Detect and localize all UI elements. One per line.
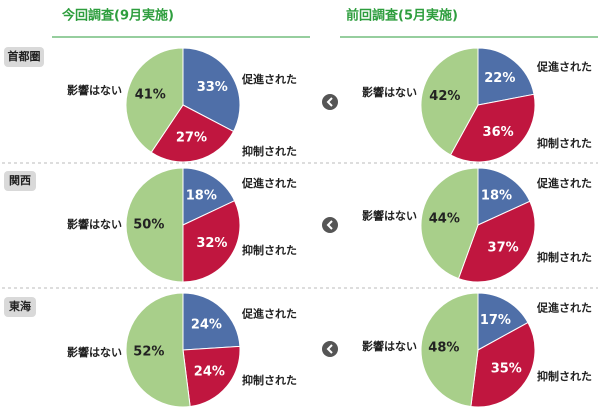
category-label: 影響はない [67, 83, 122, 97]
arrow-chevron [326, 97, 333, 107]
region-box [4, 47, 44, 67]
arrow-chevron [326, 344, 333, 354]
value-label: 17% [480, 313, 511, 328]
pie-slice [420, 47, 479, 156]
category-label: 影響はない [67, 217, 122, 231]
value-label: 37% [488, 241, 519, 256]
category-label: 影響はない [362, 209, 417, 223]
pie-slice [477, 47, 535, 106]
category-label: 促進された [536, 60, 592, 74]
category-label: 抑制された [537, 369, 592, 383]
column-header: 今回調査(9月実施) [61, 8, 174, 24]
pie-slice [470, 321, 536, 408]
value-label: 36% [483, 125, 514, 140]
value-label: 24% [191, 318, 222, 333]
pie-slice [449, 93, 536, 163]
value-label: 48% [428, 340, 459, 355]
pie-slice [477, 167, 531, 226]
region-box [4, 297, 36, 317]
category-label: 抑制された [242, 373, 297, 387]
pie-slice [182, 167, 236, 226]
pie-slice [125, 47, 184, 154]
arrow-icon [322, 341, 338, 357]
arrow-icon [322, 217, 338, 233]
pie-slice [182, 292, 241, 351]
category-label: 促進された [536, 300, 592, 314]
category-label: 促進された [241, 307, 297, 321]
pie-slice [420, 167, 479, 280]
value-label: 27% [176, 131, 207, 146]
arrow-chevron [326, 220, 333, 230]
region-labels: 首都圏 関西 東海 [4, 47, 44, 317]
region-box [4, 171, 36, 191]
value-label: 35% [491, 362, 522, 377]
pie-slice [182, 200, 241, 283]
category-label: 促進された [536, 176, 592, 190]
value-label: 18% [481, 189, 512, 204]
pie-slice [125, 292, 191, 408]
value-label: 42% [429, 89, 460, 104]
value-label: 44% [429, 212, 460, 227]
category-label: 影響はない [362, 339, 417, 353]
category-label: 抑制された [537, 250, 592, 264]
value-label: 18% [186, 189, 217, 204]
value-label: 52% [133, 345, 164, 360]
arrows [322, 94, 338, 357]
pie-slice [125, 167, 184, 283]
pie-slice [457, 200, 536, 283]
category-label: 抑制された [537, 136, 592, 150]
pie-slice [182, 47, 241, 133]
category-label: 影響はない [67, 345, 122, 359]
category-label: 影響はない [362, 85, 417, 99]
category-label: 促進された [241, 72, 297, 86]
value-label: 41% [135, 88, 166, 103]
value-label: 24% [194, 364, 225, 379]
value-label: 32% [196, 236, 227, 251]
region-label: 首都圏 [8, 49, 41, 63]
category-label: 抑制された [242, 144, 297, 158]
value-label: 22% [484, 71, 515, 86]
pie-slice [150, 104, 235, 163]
category-label: 促進された [241, 176, 297, 190]
pie-slice [477, 292, 529, 351]
category-label: 抑制された [242, 243, 297, 257]
column-header: 前回調査(5月実施) [346, 8, 458, 24]
region-label: 関西 [9, 174, 31, 187]
pie-slice [182, 345, 241, 408]
pie-slice [420, 292, 479, 408]
arrow-icon [322, 94, 338, 110]
value-label: 50% [133, 218, 164, 233]
value-label: 33% [197, 80, 228, 95]
region-label: 東海 [9, 299, 31, 313]
